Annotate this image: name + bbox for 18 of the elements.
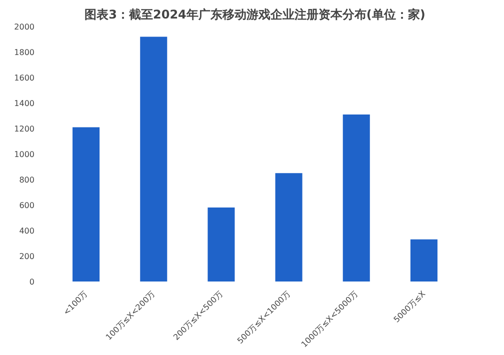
chart-title: 图表3：截至2024年广东移动游戏企业注册资本分布(单位：家) — [84, 8, 426, 22]
y-tick-label: 1200 — [14, 124, 34, 134]
bar — [140, 36, 168, 282]
y-tick-label: 600 — [19, 201, 35, 210]
y-tick-label: 1800 — [14, 48, 34, 57]
y-tick-label: 1000 — [14, 150, 34, 159]
y-tick-label: 1400 — [14, 99, 34, 108]
bar — [208, 208, 235, 282]
y-tick-label: 800 — [19, 176, 35, 184]
y-tick-label: 400 — [19, 226, 35, 236]
bar — [410, 239, 438, 282]
y-tick-label: 1600 — [14, 74, 34, 82]
y-tick-label: 2000 — [14, 22, 34, 32]
y-tick-label: 200 — [19, 252, 35, 261]
bar — [275, 173, 302, 282]
bar — [72, 127, 100, 282]
y-tick-label: 0 — [29, 278, 35, 286]
bar — [342, 114, 370, 282]
